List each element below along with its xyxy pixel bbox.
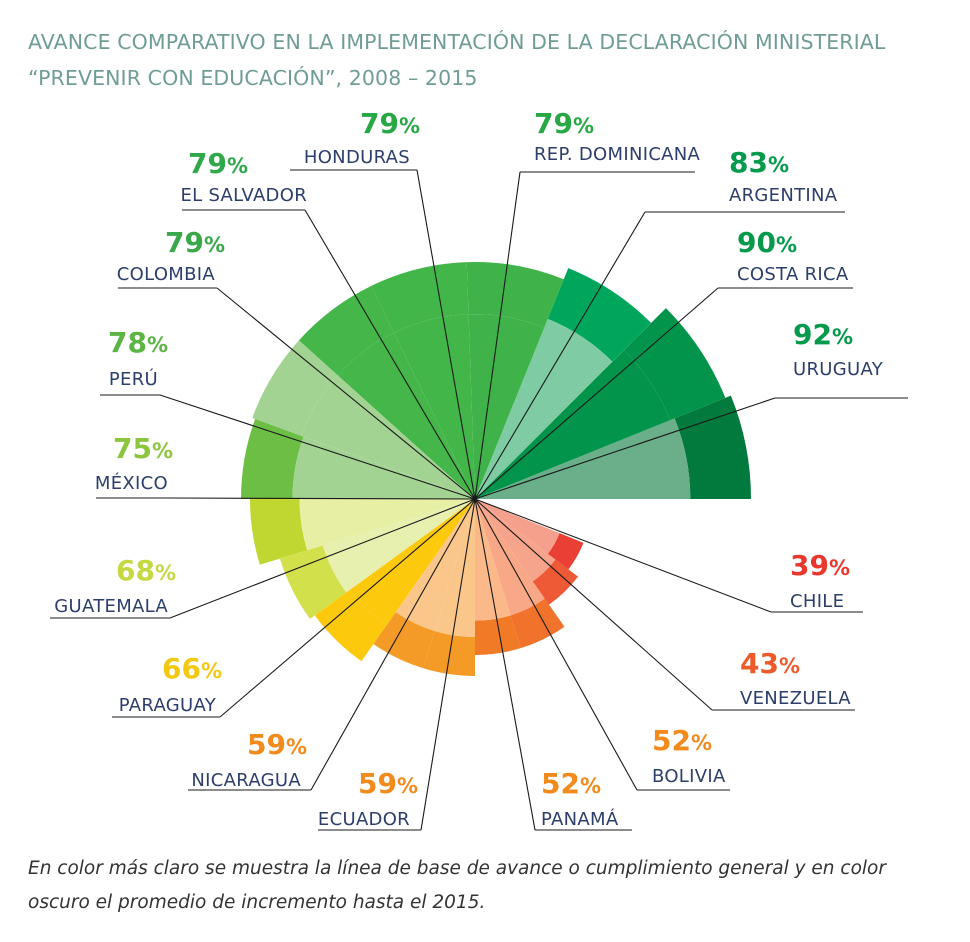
- leader-line-costa-rica: [474, 287, 719, 500]
- caption-line-1: En color más claro se muestra la línea d…: [28, 858, 886, 879]
- wedge-increase-uruguay: [674, 395, 751, 499]
- leader-line-paraguay: [219, 498, 476, 718]
- leader-line-rep-dominicana: [474, 171, 521, 500]
- value-label-el-salvador: 79%: [188, 147, 248, 180]
- value-label-honduras: 79%: [360, 107, 420, 140]
- wedge-baseline-el-salvador: [337, 332, 475, 499]
- wedge-increase-nicaragua: [373, 612, 435, 669]
- leader-line-el-salvador: [304, 209, 476, 500]
- chart-caption: En color más claro se muestra la línea d…: [28, 852, 948, 920]
- leader-line-peru: [159, 394, 476, 500]
- wedge-baseline-costa-rica: [475, 350, 671, 499]
- value-label-panama: 52%: [541, 767, 601, 800]
- leader-line-guatemala: [169, 498, 476, 619]
- wedge-baseline-nicaragua: [395, 499, 475, 632]
- value-label-nicaragua: 59%: [247, 728, 307, 761]
- wedge-increase-el-salvador: [298, 285, 394, 376]
- wedge-baseline-argentina: [475, 318, 613, 499]
- country-label-costa-rica: COSTA RICA: [737, 264, 849, 285]
- leader-line-ecuador: [420, 498, 476, 831]
- country-label-mexico: MÉXICO: [95, 472, 168, 494]
- country-label-paraguay: PARAGUAY: [119, 695, 217, 716]
- value-label-bolivia: 52%: [652, 724, 712, 757]
- country-label-chile: CHILE: [790, 591, 844, 612]
- value-label-guatemala: 68%: [116, 554, 176, 587]
- chart-title-line-2: “PREVENIR CON EDUCACIÓN”, 2008 – 2015: [28, 66, 478, 90]
- wedge-baseline-guatemala: [322, 499, 475, 593]
- leader-line-chile: [474, 498, 772, 613]
- wedge-baseline-chile: [475, 499, 560, 554]
- wedge-increase-paraguay: [314, 589, 387, 662]
- wedge-increase-bolivia: [510, 598, 565, 649]
- value-label-uruguay: 92%: [793, 318, 853, 351]
- leader-line-venezuela: [474, 498, 713, 711]
- country-label-panama: PANAMÁ: [541, 808, 619, 830]
- wedge-baseline-mexico: [299, 499, 475, 551]
- country-label-el-salvador: EL SALVADOR: [180, 185, 307, 206]
- value-label-ecuador: 59%: [358, 767, 418, 800]
- wedge-baseline-honduras: [393, 314, 475, 499]
- wedge-baseline-paraguay: [350, 499, 475, 626]
- country-label-honduras: HONDURAS: [304, 147, 410, 168]
- chart-labels: 92% URUGUAY 90% COSTA RICA 83% ARGENTINA 79% RE…: [54, 107, 883, 830]
- value-label-paraguay: 66%: [162, 652, 222, 685]
- value-label-colombia: 79%: [165, 226, 225, 259]
- wedge-increase-chile: [547, 533, 584, 570]
- leader-line-panama: [474, 498, 536, 831]
- leader-line-honduras: [416, 169, 476, 500]
- wedge-increase-ecuador: [423, 631, 475, 676]
- country-label-argentina: ARGENTINA: [729, 185, 838, 206]
- value-label-peru: 78%: [108, 326, 168, 359]
- value-label-mexico: 75%: [113, 432, 173, 465]
- wedge-baseline-bolivia: [475, 499, 545, 616]
- chart-title-line-1: AVANCE COMPARATIVO EN LA IMPLEMENTACIÓN …: [28, 30, 886, 54]
- chart-wedges: [241, 262, 751, 676]
- wedge-baseline-colombia: [301, 375, 475, 499]
- caption-line-2: oscuro el promedio de incremento hasta e…: [28, 892, 486, 913]
- wedge-increase-rep-dominicana: [466, 262, 564, 328]
- wedge-baseline-rep-dominicana: [468, 314, 545, 499]
- leader-line-colombia: [216, 287, 476, 500]
- wedge-increase-mexico: [250, 499, 308, 565]
- country-label-bolivia: BOLIVIA: [652, 766, 726, 787]
- value-label-rep-dominicana: 79%: [534, 107, 594, 140]
- country-label-uruguay: URUGUAY: [793, 359, 884, 380]
- country-label-ecuador: ECUADOR: [318, 809, 410, 830]
- wedge-increase-peru: [241, 418, 304, 499]
- leader-line-bolivia: [474, 498, 638, 791]
- leader-line-nicaragua: [310, 498, 476, 791]
- value-label-chile: 39%: [790, 549, 850, 582]
- wedge-increase-panama: [475, 615, 521, 655]
- value-label-argentina: 83%: [729, 146, 789, 179]
- country-label-nicaragua: NICARAGUA: [191, 770, 301, 791]
- leader-line-uruguay: [474, 397, 776, 500]
- wedge-increase-guatemala: [279, 545, 347, 619]
- wedge-baseline-panama: [475, 499, 511, 621]
- country-label-guatemala: GUATEMALA: [54, 596, 168, 617]
- country-label-venezuela: VENEZUELA: [740, 688, 851, 709]
- country-label-colombia: COLOMBIA: [117, 264, 216, 285]
- wedge-baseline-venezuela: [475, 499, 556, 582]
- leader-line-argentina: [474, 211, 646, 500]
- wedge-increase-colombia: [252, 340, 338, 436]
- country-label-peru: PERÚ: [109, 368, 158, 390]
- leader-line-mexico: [169, 497, 476, 500]
- wedge-increase-argentina: [547, 268, 652, 362]
- wedge-baseline-uruguay: [475, 418, 691, 499]
- value-label-costa-rica: 90%: [737, 226, 797, 259]
- wedge-increase-venezuela: [532, 559, 579, 605]
- chart-title: AVANCE COMPARATIVO EN LA IMPLEMENTACIÓN …: [28, 24, 948, 96]
- country-label-rep-dominicana: REP. DOMINICANA: [534, 144, 701, 165]
- wedge-increase-costa-rica: [623, 308, 726, 421]
- value-label-venezuela: 43%: [740, 647, 800, 680]
- chart-leader-lines: [50, 169, 908, 831]
- wedge-baseline-ecuador: [434, 499, 475, 638]
- wedge-increase-honduras: [371, 262, 469, 333]
